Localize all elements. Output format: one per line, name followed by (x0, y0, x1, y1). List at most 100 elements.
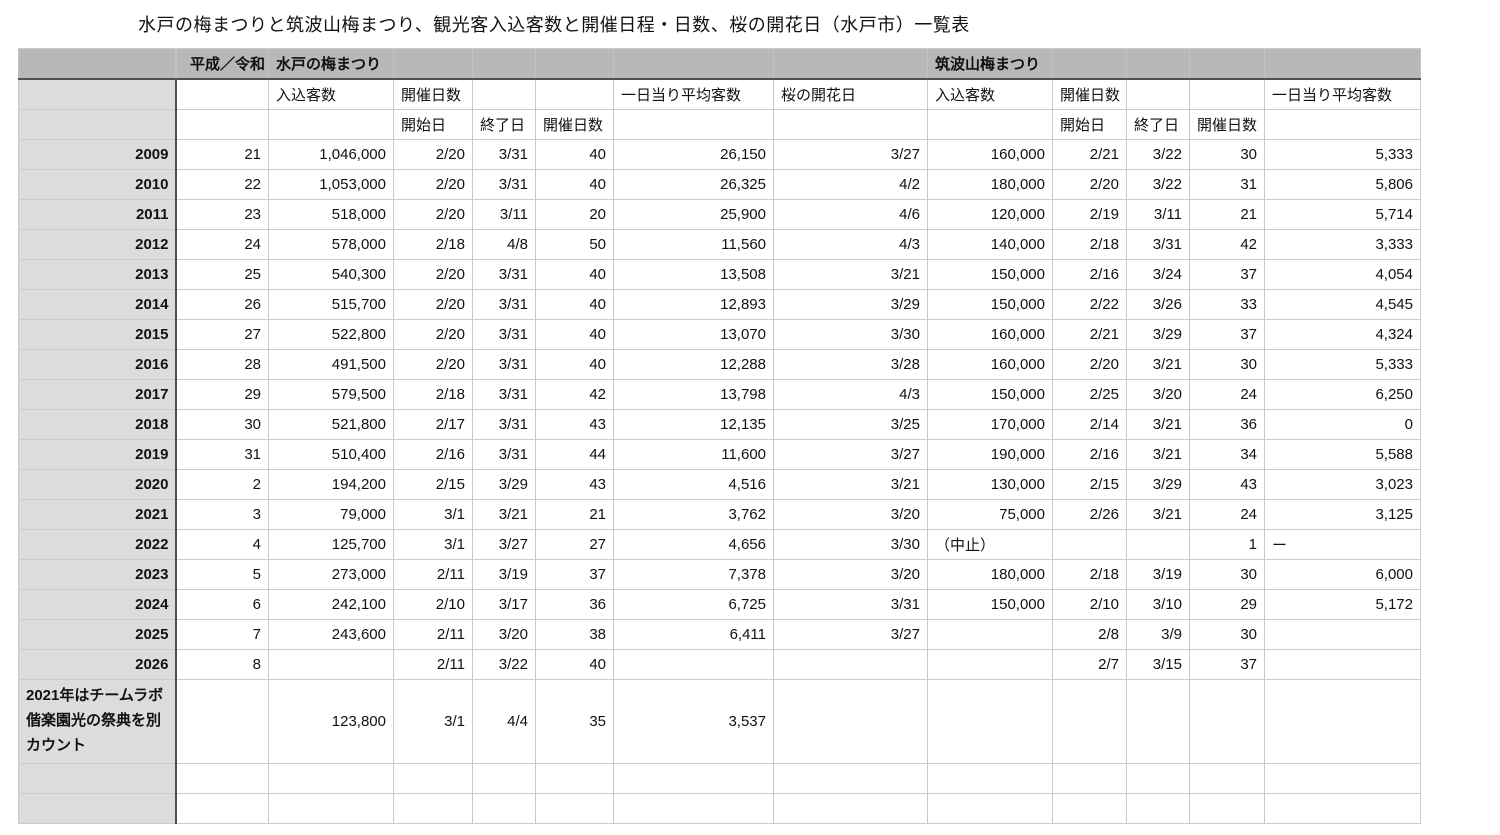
data-cell[interactable] (927, 619, 1053, 650)
data-cell[interactable]: 35 (535, 679, 614, 764)
data-cell[interactable]: 3/19 (1126, 559, 1190, 590)
data-cell[interactable]: 13,508 (613, 259, 774, 290)
data-cell[interactable]: 29 (175, 379, 269, 410)
data-cell[interactable] (773, 793, 928, 824)
row-label-cell[interactable]: 2011 (18, 199, 177, 230)
data-cell[interactable]: 4/8 (472, 229, 536, 260)
row-label-cell[interactable]: 2017 (18, 379, 177, 410)
data-cell[interactable]: 2/21 (1052, 139, 1127, 170)
data-cell[interactable]: 3/25 (773, 409, 928, 440)
data-cell[interactable]: 0 (1264, 409, 1421, 440)
data-cell[interactable]: 4/2 (773, 169, 928, 200)
data-cell[interactable]: 578,000 (268, 229, 394, 260)
data-cell[interactable]: 40 (535, 139, 614, 170)
data-cell[interactable]: 3/31 (472, 439, 536, 470)
data-cell[interactable]: 25 (175, 259, 269, 290)
data-cell[interactable] (613, 763, 774, 794)
data-cell[interactable]: 40 (535, 319, 614, 350)
data-cell[interactable]: 3/10 (1126, 589, 1190, 620)
data-cell[interactable]: 2/19 (1052, 199, 1127, 230)
data-cell[interactable]: 6 (175, 589, 269, 620)
data-cell[interactable]: 6,000 (1264, 559, 1421, 590)
data-cell[interactable]: 2/20 (393, 319, 473, 350)
data-cell[interactable]: 75,000 (927, 499, 1053, 530)
data-cell[interactable]: 12,135 (613, 409, 774, 440)
data-cell[interactable]: 522,800 (268, 319, 394, 350)
data-cell[interactable]: 125,700 (268, 529, 394, 560)
data-cell[interactable]: 5,333 (1264, 349, 1421, 380)
data-cell[interactable] (393, 793, 473, 824)
data-cell[interactable]: 21 (1189, 199, 1265, 230)
data-cell[interactable]: 30 (175, 409, 269, 440)
data-cell[interactable]: 43 (535, 409, 614, 440)
data-cell[interactable]: ー (1264, 529, 1421, 560)
data-cell[interactable]: 3/31 (472, 259, 536, 290)
data-cell[interactable]: 180,000 (927, 559, 1053, 590)
data-cell[interactable]: 3/29 (1126, 319, 1190, 350)
data-cell[interactable]: 5,714 (1264, 199, 1421, 230)
data-cell[interactable]: 2/16 (1052, 439, 1127, 470)
data-cell[interactable]: 150,000 (927, 259, 1053, 290)
data-cell[interactable]: 4/4 (472, 679, 536, 764)
data-cell[interactable] (927, 763, 1053, 794)
data-cell[interactable]: 3/31 (472, 169, 536, 200)
header-cell[interactable] (1126, 48, 1190, 80)
data-cell[interactable] (1126, 679, 1190, 764)
data-cell[interactable]: 4,324 (1264, 319, 1421, 350)
row-label-cell[interactable] (18, 793, 177, 824)
data-cell[interactable]: 3/31 (773, 589, 928, 620)
data-cell[interactable] (927, 679, 1053, 764)
data-cell[interactable]: 28 (175, 349, 269, 380)
data-cell[interactable]: 3/30 (773, 529, 928, 560)
data-cell[interactable]: 3/31 (472, 409, 536, 440)
data-cell[interactable]: 3/29 (773, 289, 928, 320)
data-cell[interactable]: 3/21 (1126, 409, 1190, 440)
data-cell[interactable]: 3 (175, 499, 269, 530)
data-cell[interactable]: 2/20 (1052, 169, 1127, 200)
data-cell[interactable] (773, 763, 928, 794)
data-cell[interactable]: 3,762 (613, 499, 774, 530)
data-cell[interactable]: 3/20 (773, 559, 928, 590)
data-cell[interactable]: 3/27 (472, 529, 536, 560)
data-cell[interactable]: 7 (175, 619, 269, 650)
data-cell[interactable]: 2/16 (1052, 259, 1127, 290)
data-cell[interactable]: 26,325 (613, 169, 774, 200)
row-label-cell[interactable]: 2015 (18, 319, 177, 350)
data-cell[interactable]: 34 (1189, 439, 1265, 470)
data-cell[interactable]: 26,150 (613, 139, 774, 170)
data-cell[interactable] (393, 763, 473, 794)
header-cell[interactable] (613, 109, 774, 140)
header-mito-end-cell[interactable]: 終了日 (472, 109, 536, 140)
data-cell[interactable]: 1,046,000 (268, 139, 394, 170)
data-cell[interactable]: 2/10 (393, 589, 473, 620)
data-cell[interactable]: 3/1 (393, 499, 473, 530)
data-cell[interactable]: 2/18 (1052, 559, 1127, 590)
row-label-cell[interactable]: 2026 (18, 649, 177, 680)
row-label-cell[interactable]: 2016 (18, 349, 177, 380)
data-cell[interactable]: 11,600 (613, 439, 774, 470)
data-cell[interactable]: 3/22 (1126, 139, 1190, 170)
data-cell[interactable]: 3/21 (773, 259, 928, 290)
row-label-cell[interactable]: 2018 (18, 409, 177, 440)
data-cell[interactable]: 3/17 (472, 589, 536, 620)
row-label-cell[interactable]: 2010 (18, 169, 177, 200)
data-cell[interactable]: 36 (535, 589, 614, 620)
data-cell[interactable] (1264, 619, 1421, 650)
data-cell[interactable]: 12,288 (613, 349, 774, 380)
data-cell[interactable]: 30 (1189, 349, 1265, 380)
header-tsukuba-start-cell[interactable]: 開始日 (1052, 109, 1127, 140)
data-cell[interactable] (773, 649, 928, 680)
data-cell[interactable]: 40 (535, 169, 614, 200)
data-cell[interactable]: 2/20 (393, 139, 473, 170)
header-era-cell[interactable]: 平成／令和 (175, 48, 269, 80)
data-cell[interactable]: 2/18 (393, 379, 473, 410)
data-cell[interactable]: 140,000 (927, 229, 1053, 260)
data-cell[interactable]: 3/1 (393, 679, 473, 764)
data-cell[interactable]: 3/27 (773, 139, 928, 170)
header-cell[interactable] (773, 48, 928, 80)
header-sakura-cell[interactable]: 桜の開花日 (773, 78, 928, 110)
header-cell[interactable] (393, 48, 473, 80)
data-cell[interactable]: 5,172 (1264, 589, 1421, 620)
data-cell[interactable]: 2/20 (393, 169, 473, 200)
data-cell[interactable]: 5,588 (1264, 439, 1421, 470)
